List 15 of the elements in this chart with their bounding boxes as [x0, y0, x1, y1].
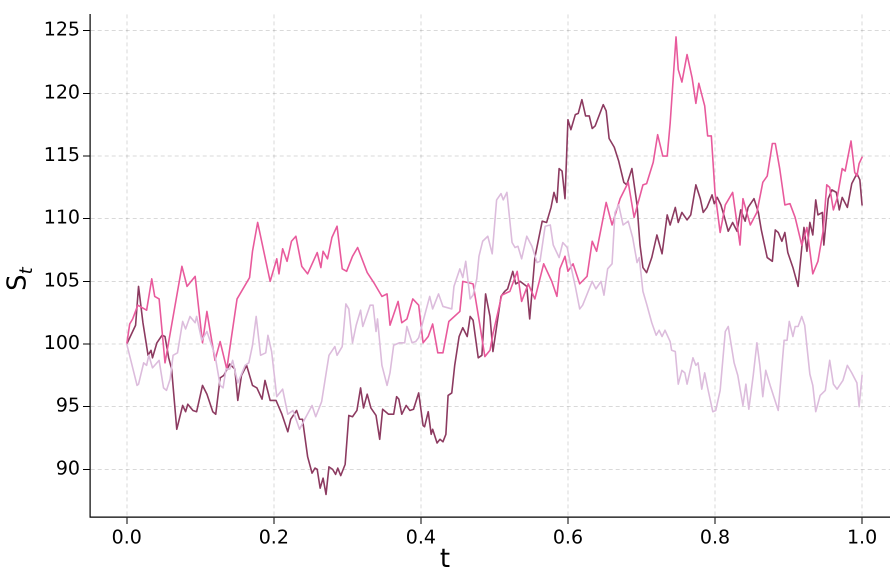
x-tick-label: 0.6	[552, 526, 584, 548]
y-tick-label: 120	[44, 81, 80, 104]
y-tick-label: 95	[56, 394, 80, 417]
x-tick-label: 1.0	[846, 526, 878, 548]
y-tick-label: 105	[44, 269, 80, 292]
y-tick-label: 125	[44, 18, 80, 41]
x-axis-title: t	[440, 544, 450, 574]
x-tick-label: 0.2	[258, 526, 289, 548]
x-tick-label: 0.8	[700, 526, 730, 548]
x-tick-label: 0.0	[112, 526, 142, 548]
y-tick-label: 90	[56, 457, 80, 480]
x-tick-label: 0.4	[406, 526, 436, 548]
y-tick-label: 110	[44, 206, 80, 229]
y-tick-label: 115	[44, 144, 80, 166]
y-tick-label: 100	[44, 332, 80, 354]
